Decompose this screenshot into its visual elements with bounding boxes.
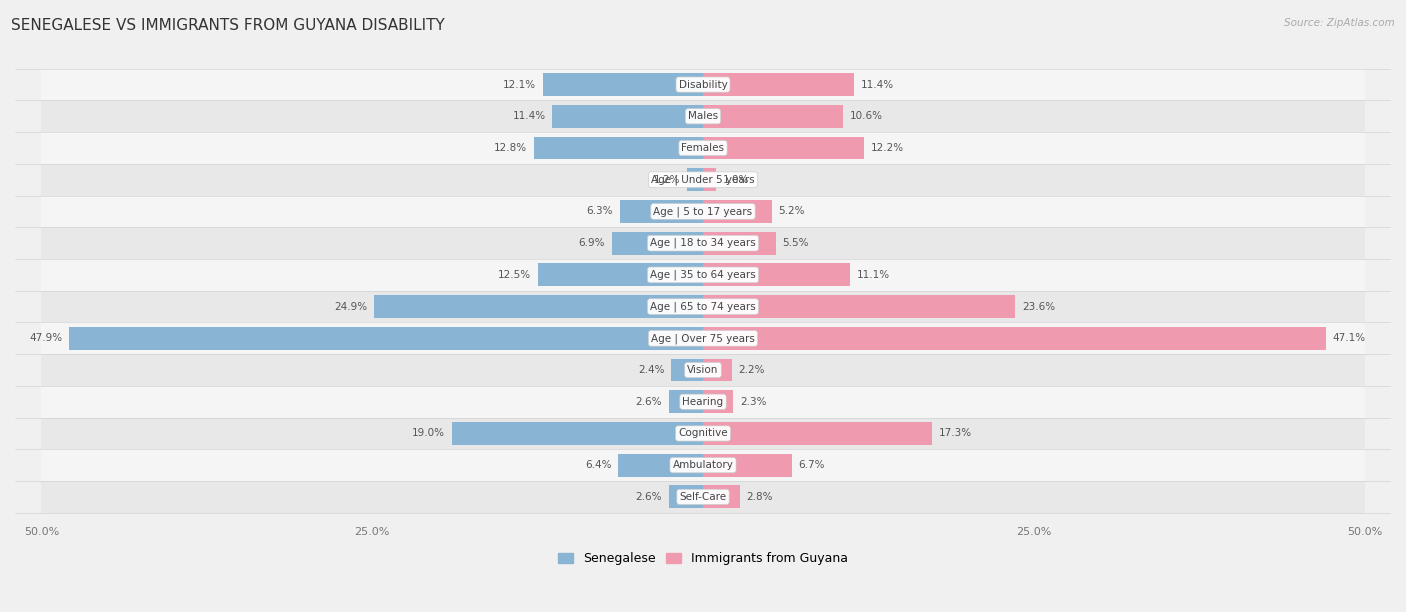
Bar (703, 232, 776, 255)
Bar (703, 390, 734, 413)
Text: Hearing: Hearing (682, 397, 724, 407)
Text: Males: Males (688, 111, 718, 121)
Text: 2.6%: 2.6% (636, 492, 662, 502)
Text: 23.6%: 23.6% (1022, 302, 1054, 312)
Bar (619, 453, 703, 477)
Bar (543, 73, 703, 96)
Bar (41, 69, 1365, 100)
Text: Age | 5 to 17 years: Age | 5 to 17 years (654, 206, 752, 217)
Text: 2.2%: 2.2% (738, 365, 765, 375)
Text: 1.0%: 1.0% (723, 174, 749, 185)
Bar (41, 417, 1365, 449)
Text: 11.4%: 11.4% (512, 111, 546, 121)
Text: 11.4%: 11.4% (860, 80, 894, 89)
Bar (41, 481, 1365, 513)
Bar (669, 390, 703, 413)
Text: 12.2%: 12.2% (872, 143, 904, 153)
Bar (703, 200, 772, 223)
Text: Cognitive: Cognitive (678, 428, 728, 438)
Text: 19.0%: 19.0% (412, 428, 446, 438)
Bar (451, 422, 703, 445)
Text: 10.6%: 10.6% (849, 111, 883, 121)
Text: Source: ZipAtlas.com: Source: ZipAtlas.com (1284, 18, 1395, 28)
Text: SENEGALESE VS IMMIGRANTS FROM GUYANA DISABILITY: SENEGALESE VS IMMIGRANTS FROM GUYANA DIS… (11, 18, 444, 34)
Text: Age | Under 5 years: Age | Under 5 years (651, 174, 755, 185)
Bar (703, 485, 740, 509)
Bar (703, 168, 716, 191)
Text: 17.3%: 17.3% (939, 428, 972, 438)
Bar (703, 327, 1326, 349)
Text: Self-Care: Self-Care (679, 492, 727, 502)
Bar (703, 263, 849, 286)
Text: Disability: Disability (679, 80, 727, 89)
Text: 12.5%: 12.5% (498, 270, 531, 280)
Bar (41, 323, 1365, 354)
Bar (703, 359, 733, 381)
Text: 2.3%: 2.3% (740, 397, 766, 407)
Bar (41, 227, 1365, 259)
Text: 5.2%: 5.2% (779, 206, 804, 217)
Bar (41, 132, 1365, 164)
Bar (537, 263, 703, 286)
Text: 6.4%: 6.4% (585, 460, 612, 470)
Text: Age | 35 to 64 years: Age | 35 to 64 years (650, 270, 756, 280)
Text: 47.1%: 47.1% (1333, 334, 1365, 343)
Text: 5.5%: 5.5% (782, 238, 808, 248)
Bar (41, 259, 1365, 291)
Text: Vision: Vision (688, 365, 718, 375)
Text: 11.1%: 11.1% (856, 270, 890, 280)
Text: 1.2%: 1.2% (654, 174, 681, 185)
Text: 12.8%: 12.8% (494, 143, 527, 153)
Text: Females: Females (682, 143, 724, 153)
Bar (553, 105, 703, 128)
Text: Age | 18 to 34 years: Age | 18 to 34 years (650, 238, 756, 248)
Bar (671, 359, 703, 381)
Bar (374, 295, 703, 318)
Text: 2.4%: 2.4% (638, 365, 665, 375)
Bar (534, 136, 703, 160)
Bar (669, 485, 703, 509)
Text: 6.7%: 6.7% (799, 460, 825, 470)
Text: 47.9%: 47.9% (30, 334, 63, 343)
Bar (703, 105, 844, 128)
Bar (703, 422, 932, 445)
Bar (41, 164, 1365, 196)
Text: 24.9%: 24.9% (333, 302, 367, 312)
Bar (703, 136, 865, 160)
Text: Age | 65 to 74 years: Age | 65 to 74 years (650, 301, 756, 312)
Bar (703, 453, 792, 477)
Bar (612, 232, 703, 255)
Text: 2.8%: 2.8% (747, 492, 773, 502)
Text: 6.9%: 6.9% (579, 238, 605, 248)
Legend: Senegalese, Immigrants from Guyana: Senegalese, Immigrants from Guyana (553, 547, 853, 570)
Bar (69, 327, 703, 349)
Bar (41, 291, 1365, 323)
Text: 6.3%: 6.3% (586, 206, 613, 217)
Bar (703, 73, 853, 96)
Bar (703, 295, 1015, 318)
Text: 12.1%: 12.1% (503, 80, 536, 89)
Text: Age | Over 75 years: Age | Over 75 years (651, 333, 755, 343)
Bar (620, 200, 703, 223)
Text: 2.6%: 2.6% (636, 397, 662, 407)
Bar (41, 386, 1365, 417)
Bar (41, 354, 1365, 386)
Bar (41, 196, 1365, 227)
Bar (41, 100, 1365, 132)
Bar (41, 449, 1365, 481)
Bar (688, 168, 703, 191)
Text: Ambulatory: Ambulatory (672, 460, 734, 470)
